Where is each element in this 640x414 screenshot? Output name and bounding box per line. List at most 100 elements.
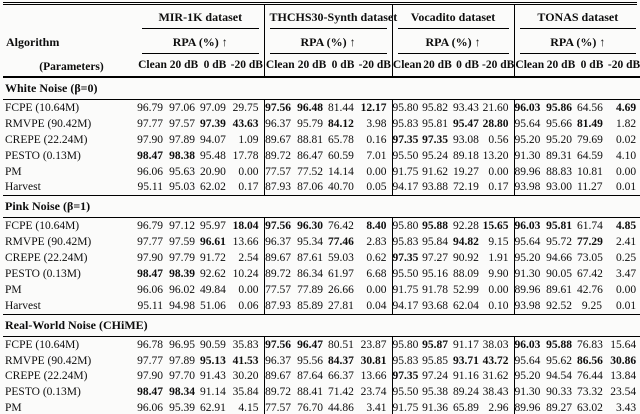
- rpa-value-cell: 97.56: [263, 99, 297, 116]
- rpa-value-cell: 89.96: [513, 281, 546, 298]
- rpa-value-cell: 89.18: [453, 149, 479, 162]
- rpa-value-cell: 0.17: [488, 181, 509, 194]
- algorithm-header: Algorithm: [6, 35, 60, 49]
- rpa-value-cell: 89.96: [513, 400, 546, 414]
- rpa-value-cell: 0.01: [615, 299, 637, 312]
- rpa-value-cell: 93.98: [513, 179, 546, 196]
- rpa-value-cell: 67.42: [577, 267, 603, 280]
- algorithm-row: PM 96.06 95.39 62.91 4.15 77.57 76.70 44.86 3.41…: [3, 400, 640, 414]
- rpa-value-cell: 35.83: [232, 338, 259, 351]
- rpa-value-cell: 62.04: [453, 299, 479, 312]
- rpa-value-cell: 95.11: [137, 181, 163, 194]
- metric-label: RPA (%) ↑: [269, 34, 387, 54]
- rpa-value-cell: 1.91: [488, 252, 509, 265]
- rpa-value-cell: 13.66: [232, 236, 259, 249]
- rpa-value-cell: 77.57: [263, 281, 297, 298]
- algorithm-cell: CREPE (22.24M): [5, 133, 88, 146]
- metric-label: RPA (%) ↑: [397, 34, 509, 54]
- rpa-value-cell: 92.62: [200, 267, 226, 280]
- rpa-value-cell: 96.78: [137, 338, 163, 351]
- rpa-value-cell: 43.63: [232, 117, 259, 130]
- rpa-value-cell: 3.98: [366, 117, 387, 130]
- rpa-value-cell: 1.82: [615, 117, 637, 130]
- rpa-value-cell: 97.77: [137, 236, 163, 249]
- rpa-value-cell: 95.39: [169, 402, 195, 414]
- condition-header-0db: 0 dB: [328, 54, 359, 78]
- rpa-value-cell: 97.70: [169, 370, 195, 383]
- rpa-value-cell: 81.44: [328, 101, 354, 114]
- rpa-value-cell: 0.00: [488, 165, 509, 178]
- rpa-value-cell: 97.56: [263, 217, 297, 235]
- rpa-value-cell: 2.41: [615, 236, 637, 249]
- rpa-value-cell: 3.41: [366, 402, 387, 414]
- rpa-value-cell: 76.83: [577, 338, 603, 351]
- algorithm-row: PM 96.06 95.63 20.90 0.00 77.57 77.52 14.14 0.00…: [3, 163, 640, 180]
- rpa-value-cell: 95.88: [422, 220, 449, 233]
- rpa-value-cell: 26.66: [328, 283, 354, 296]
- rpa-value-cell: 95.16: [422, 267, 449, 280]
- rpa-value-cell: 97.89: [169, 133, 195, 146]
- rpa-value-cell: 0.62: [366, 252, 387, 265]
- rpa-value-cell: 95.81: [422, 117, 449, 130]
- rpa-value-cell: 96.06: [137, 402, 163, 414]
- rpa-value-cell: 91.72: [200, 252, 226, 265]
- rpa-value-cell: 59.03: [328, 252, 354, 265]
- algorithm-row: RMVPE (90.42M) 97.77 97.89 95.13 41.53 96.37 9…: [3, 352, 640, 369]
- dataset-name: TONAS dataset: [519, 9, 637, 29]
- noise-group-row: White Noise (β=0): [3, 76, 640, 100]
- rpa-value-cell: 71.42: [328, 386, 354, 399]
- rpa-value-cell: 97.57: [169, 117, 195, 130]
- algorithm-cell: RMVPE (90.42M): [5, 117, 92, 130]
- condition-header-clean: Clean: [513, 54, 546, 78]
- rpa-value-cell: 35.84: [232, 386, 259, 399]
- rpa-value-cell: 61.74: [577, 220, 603, 233]
- rpa-value-cell: 89.72: [263, 266, 297, 282]
- rpa-value-cell: 30.86: [610, 354, 637, 367]
- rpa-value-cell: 80.51: [328, 338, 354, 351]
- rpa-value-cell: 64.56: [577, 101, 603, 114]
- condition-header-20db: 20 dB: [296, 54, 329, 78]
- rpa-value-cell: 97.39: [200, 117, 226, 130]
- algorithm-row: PESTO (0.13M) 98.47 98.38 95.48 17.78 89.72 86…: [3, 147, 640, 164]
- rpa-value-cell: 87.06: [297, 181, 324, 194]
- rpa-value-cell: 95.66: [546, 117, 573, 130]
- rpa-value-cell: 91.75: [391, 400, 423, 414]
- rpa-value-cell: 88.41: [297, 386, 324, 399]
- rpa-value-cell: 90.59: [200, 338, 226, 351]
- rpa-value-cell: 89.31: [546, 149, 573, 162]
- results-table: MIR-1K dataset THCHS30-Synth dataset Voc…: [3, 5, 640, 414]
- rpa-value-cell: 95.34: [297, 236, 324, 249]
- rpa-value-cell: 94.17: [391, 297, 423, 315]
- rpa-value-cell: 97.35: [391, 131, 423, 148]
- rpa-value-cell: 95.48: [200, 149, 226, 162]
- rpa-value-cell: 4.69: [615, 101, 637, 114]
- algorithm-cell: RMVPE (90.42M): [5, 354, 92, 367]
- rpa-value-cell: 23.54: [610, 386, 637, 399]
- rpa-value-cell: 6.68: [366, 267, 387, 280]
- rpa-value-cell: 11.27: [577, 181, 603, 194]
- rpa-value-cell: 98.38: [169, 149, 195, 162]
- rpa-value-cell: 95.88: [546, 338, 573, 351]
- rpa-value-cell: 94.66: [546, 252, 573, 265]
- rpa-value-cell: 96.02: [169, 283, 195, 296]
- rpa-value-cell: 96.61: [200, 236, 226, 249]
- rpa-value-cell: 91.43: [200, 370, 226, 383]
- algorithm-cell: PM: [5, 283, 22, 296]
- condition-header-clean: Clean: [137, 54, 168, 78]
- algorithm-cell: FCPE (10.64M): [5, 220, 80, 233]
- rpa-value-cell: 93.08: [453, 133, 479, 146]
- rpa-value-cell: 27.81: [328, 299, 354, 312]
- rpa-value-cell: 9.15: [488, 236, 509, 249]
- rpa-value-cell: 95.84: [422, 236, 449, 249]
- rpa-value-cell: 2.83: [366, 236, 387, 249]
- algorithm-row: RMVPE (90.42M) 97.77 97.57 97.39 43.63 96.37 9…: [3, 115, 640, 132]
- rpa-value-cell: 0.00: [238, 283, 259, 296]
- rpa-value-cell: 30.20: [232, 370, 259, 383]
- metric-header-vocadito: RPA (%) ↑: [391, 29, 515, 54]
- rpa-value-cell: 0.00: [488, 283, 509, 296]
- rpa-value-cell: 66.37: [328, 370, 354, 383]
- rpa-value-cell: 96.06: [137, 283, 163, 296]
- rpa-value-cell: 7.01: [366, 149, 387, 162]
- rpa-value-cell: 77.89: [297, 283, 324, 296]
- rpa-value-cell: 0.06: [238, 299, 259, 312]
